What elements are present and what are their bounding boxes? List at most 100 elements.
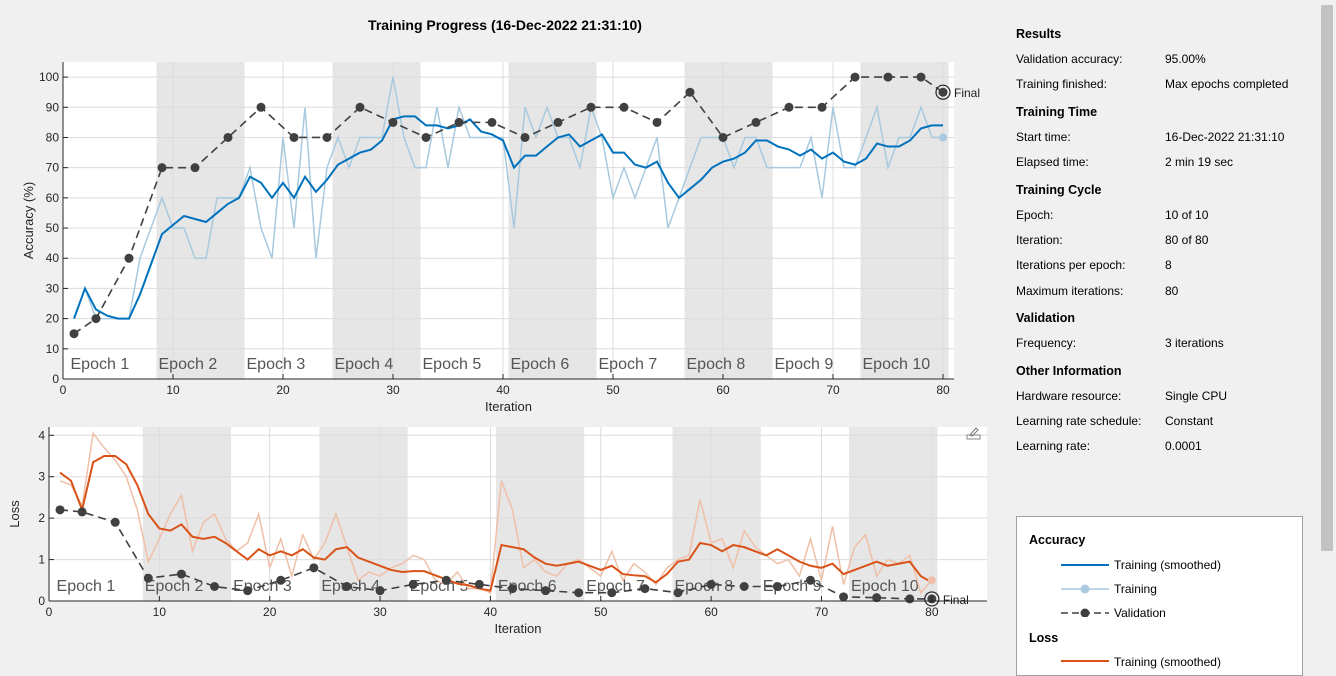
loss-xtick-label: 20 bbox=[263, 605, 277, 619]
acc-validation-point bbox=[454, 117, 464, 127]
legend-swatches bbox=[1061, 564, 1109, 617]
loss-xtick-label: 40 bbox=[484, 605, 498, 619]
loss-xtick-label: 10 bbox=[153, 605, 167, 619]
learning-rate-schedule-value: Constant bbox=[1165, 414, 1214, 428]
loss-ylabel: Loss bbox=[7, 500, 22, 528]
training-finished-value: Max epochs completed bbox=[1165, 77, 1289, 91]
acc-ytick-label: 70 bbox=[46, 161, 60, 175]
acc-xtick-label: 80 bbox=[936, 383, 950, 397]
loss-xtick-label: 60 bbox=[704, 605, 718, 619]
loss-xtick-label: 30 bbox=[373, 605, 387, 619]
other-information-heading: Other Information bbox=[1016, 364, 1122, 378]
acc-xtick-label: 0 bbox=[60, 383, 67, 397]
acc-xtick-label: 40 bbox=[496, 383, 510, 397]
loss-validation-point bbox=[772, 582, 782, 591]
acc-ytick-label: 60 bbox=[46, 191, 60, 205]
acc-epoch-label: Epoch 5 bbox=[423, 356, 482, 373]
acc-validation-point bbox=[91, 314, 101, 324]
acc-epoch-band bbox=[684, 62, 773, 379]
acc-xtick-label: 50 bbox=[606, 383, 620, 397]
learning-rate-schedule-label: Learning rate schedule: bbox=[1016, 414, 1142, 428]
acc-validation-point bbox=[916, 72, 926, 82]
acc-validation-point bbox=[388, 117, 398, 127]
export-icon[interactable] bbox=[965, 424, 983, 442]
loss-epoch-band bbox=[849, 427, 938, 601]
acc-ytick-label: 20 bbox=[46, 312, 60, 326]
acc-validation-point bbox=[718, 132, 728, 142]
loss-xtick-label: 80 bbox=[925, 605, 939, 619]
acc-epoch-label: Epoch 6 bbox=[511, 356, 570, 373]
acc-validation-point bbox=[850, 72, 860, 82]
loss-validation-point bbox=[143, 573, 153, 583]
acc-validation-point bbox=[69, 329, 79, 339]
legend-loss-heading: Loss bbox=[1029, 631, 1059, 645]
loss-validation-point bbox=[607, 588, 617, 598]
acc-ytick-label: 50 bbox=[46, 221, 60, 235]
loss-validation-point bbox=[673, 588, 683, 598]
acc-epoch-band bbox=[508, 62, 597, 379]
learning-rate-label: Learning rate: bbox=[1016, 439, 1091, 453]
elapsed-time-label: Elapsed time: bbox=[1016, 155, 1089, 169]
acc-final-marker bbox=[935, 84, 951, 100]
start-time-value: 16-Dec-2022 21:31:10 bbox=[1165, 130, 1285, 144]
acc-validation-point bbox=[784, 102, 794, 112]
acc-validation-point bbox=[223, 132, 233, 142]
loss-validation-point bbox=[574, 588, 584, 598]
acc-ytick-label: 90 bbox=[46, 100, 60, 114]
acc-epoch-label: Epoch 4 bbox=[335, 356, 394, 373]
loss-xtick-label: 50 bbox=[594, 605, 608, 619]
acc-training-line bbox=[73, 76, 943, 320]
training-time-heading: Training Time bbox=[1016, 105, 1098, 119]
results-heading: Results bbox=[1016, 27, 1062, 41]
loss-epoch-label: Epoch 1 bbox=[57, 578, 116, 595]
acc-epoch-label: Epoch 3 bbox=[247, 356, 306, 373]
acc-validation-point bbox=[355, 102, 365, 112]
loss-final-marker bbox=[924, 591, 940, 607]
validation-accuracy-value: 95.00% bbox=[1165, 52, 1206, 66]
training-finished-label: Training finished: bbox=[1016, 77, 1107, 91]
acc-validation-point bbox=[421, 132, 431, 142]
acc-ytick-label: 0 bbox=[52, 372, 59, 386]
acc-validation-point bbox=[883, 72, 893, 82]
start-time-label: Start time: bbox=[1016, 130, 1071, 144]
acc-validation-point bbox=[322, 132, 332, 142]
loss-validation-point bbox=[375, 586, 385, 596]
loss-validation-point bbox=[474, 579, 484, 589]
loss-smoothed-line bbox=[59, 455, 933, 592]
training-cycle-heading: Training Cycle bbox=[1016, 183, 1102, 197]
validation-accuracy-label: Validation accuracy: bbox=[1016, 52, 1123, 66]
loss-epoch-band bbox=[319, 427, 408, 601]
acc-epoch-label: Epoch 9 bbox=[775, 356, 834, 373]
acc-validation-point bbox=[553, 117, 563, 127]
loss-ytick-label: 0 bbox=[38, 594, 45, 608]
hardware-resource-value: Single CPU bbox=[1165, 389, 1228, 403]
acc-validation-point bbox=[157, 163, 167, 173]
acc-epoch-label: Epoch 7 bbox=[599, 356, 658, 373]
iteration-label: Iteration: bbox=[1016, 233, 1063, 247]
validation-heading: Validation bbox=[1016, 311, 1076, 325]
acc-epoch-label: Epoch 1 bbox=[71, 356, 130, 373]
loss-validation-point bbox=[805, 575, 815, 585]
learning-rate-value: 0.0001 bbox=[1165, 439, 1202, 453]
legend-acc-validation-label: Validation bbox=[1114, 606, 1166, 620]
acc-validation-point bbox=[685, 87, 695, 97]
scrollbar-thumb[interactable] bbox=[1321, 5, 1333, 551]
acc-epoch-band bbox=[332, 62, 421, 379]
loss-validation-point bbox=[839, 592, 849, 602]
loss-validation-point bbox=[408, 579, 418, 589]
acc-epoch-label: Epoch 8 bbox=[687, 356, 746, 373]
loss-epoch-band bbox=[142, 427, 232, 601]
acc-validation-point bbox=[256, 102, 266, 112]
acc-validation-point bbox=[619, 102, 629, 112]
acc-xtick-label: 30 bbox=[386, 383, 400, 397]
acc-ytick-label: 10 bbox=[46, 342, 60, 356]
acc-validation-line bbox=[73, 76, 944, 335]
acc-validation-point bbox=[124, 253, 134, 263]
maximum-iterations-value: 80 bbox=[1165, 284, 1179, 298]
acc-validation-point bbox=[190, 163, 200, 173]
frequency-label: Frequency: bbox=[1016, 336, 1077, 350]
iterations-per-epoch-label: Iterations per epoch: bbox=[1016, 258, 1126, 272]
acc-smoothed-line bbox=[73, 115, 943, 320]
acc-validation-point bbox=[520, 132, 530, 142]
